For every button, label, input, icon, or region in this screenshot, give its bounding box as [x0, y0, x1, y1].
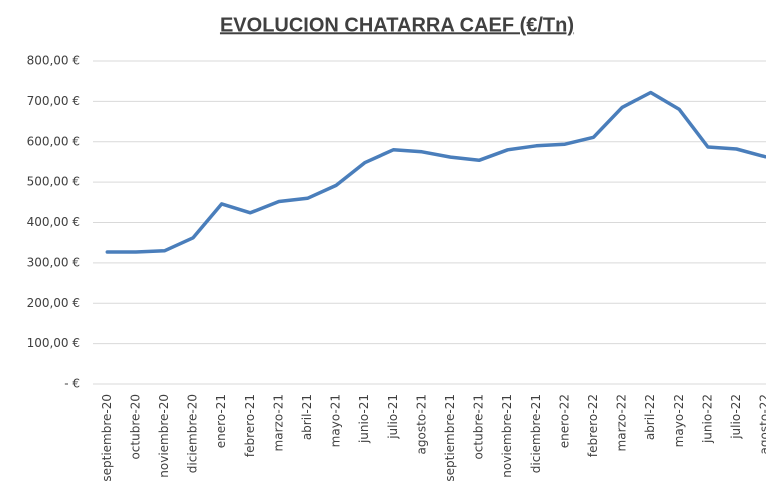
x-tick-label: mayo-21: [329, 394, 343, 447]
chart-title: EVOLUCION CHATARRA CAEF (€/Tn): [220, 14, 574, 36]
x-tick-label: febrero-21: [243, 394, 257, 457]
y-tick-label: 700,00 €: [27, 94, 80, 108]
x-tick-label: junio-22: [700, 394, 714, 444]
x-tick-label: octubre-20: [128, 394, 142, 460]
x-tick-label: marzo-22: [615, 394, 629, 451]
data-line: [105, 90, 766, 254]
x-tick-label: abril-21: [300, 394, 314, 440]
y-tick-label: 400,00 €: [27, 215, 80, 229]
y-tick-label: 200,00 €: [27, 296, 80, 310]
y-tick-label: 800,00 €: [27, 54, 80, 68]
x-tick-label: enero-22: [557, 394, 571, 448]
x-tick-label: mayo-22: [672, 394, 686, 447]
y-tick-label: - €: [64, 377, 80, 391]
y-tick-label: 100,00 €: [27, 336, 80, 350]
x-tick-label: enero-21: [214, 394, 228, 448]
x-tick-label: abril-22: [643, 394, 657, 440]
x-tick-label: noviembre-21: [500, 394, 514, 478]
x-tick-label: septiembre-20: [100, 394, 114, 482]
x-tick-label: diciembre-21: [529, 394, 543, 473]
x-tick-label: febrero-22: [586, 394, 600, 457]
x-tick-label: agosto-22: [758, 394, 766, 454]
x-tick-label: septiembre-21: [443, 394, 457, 482]
x-tick-label: marzo-21: [271, 394, 285, 451]
x-tick-label: diciembre-20: [186, 394, 200, 473]
x-tick-label: julio-21: [386, 394, 400, 440]
x-tick-label: noviembre-20: [157, 394, 171, 478]
x-tick-label: junio-21: [357, 394, 371, 444]
x-tick-label: julio-22: [729, 394, 743, 440]
y-tick-label: 300,00 €: [27, 255, 80, 269]
y-tick-label: 500,00 €: [27, 175, 80, 189]
x-tick-label: agosto-21: [414, 394, 428, 454]
x-tick-label: octubre-21: [472, 394, 486, 460]
y-tick-label: 600,00 €: [27, 134, 80, 148]
